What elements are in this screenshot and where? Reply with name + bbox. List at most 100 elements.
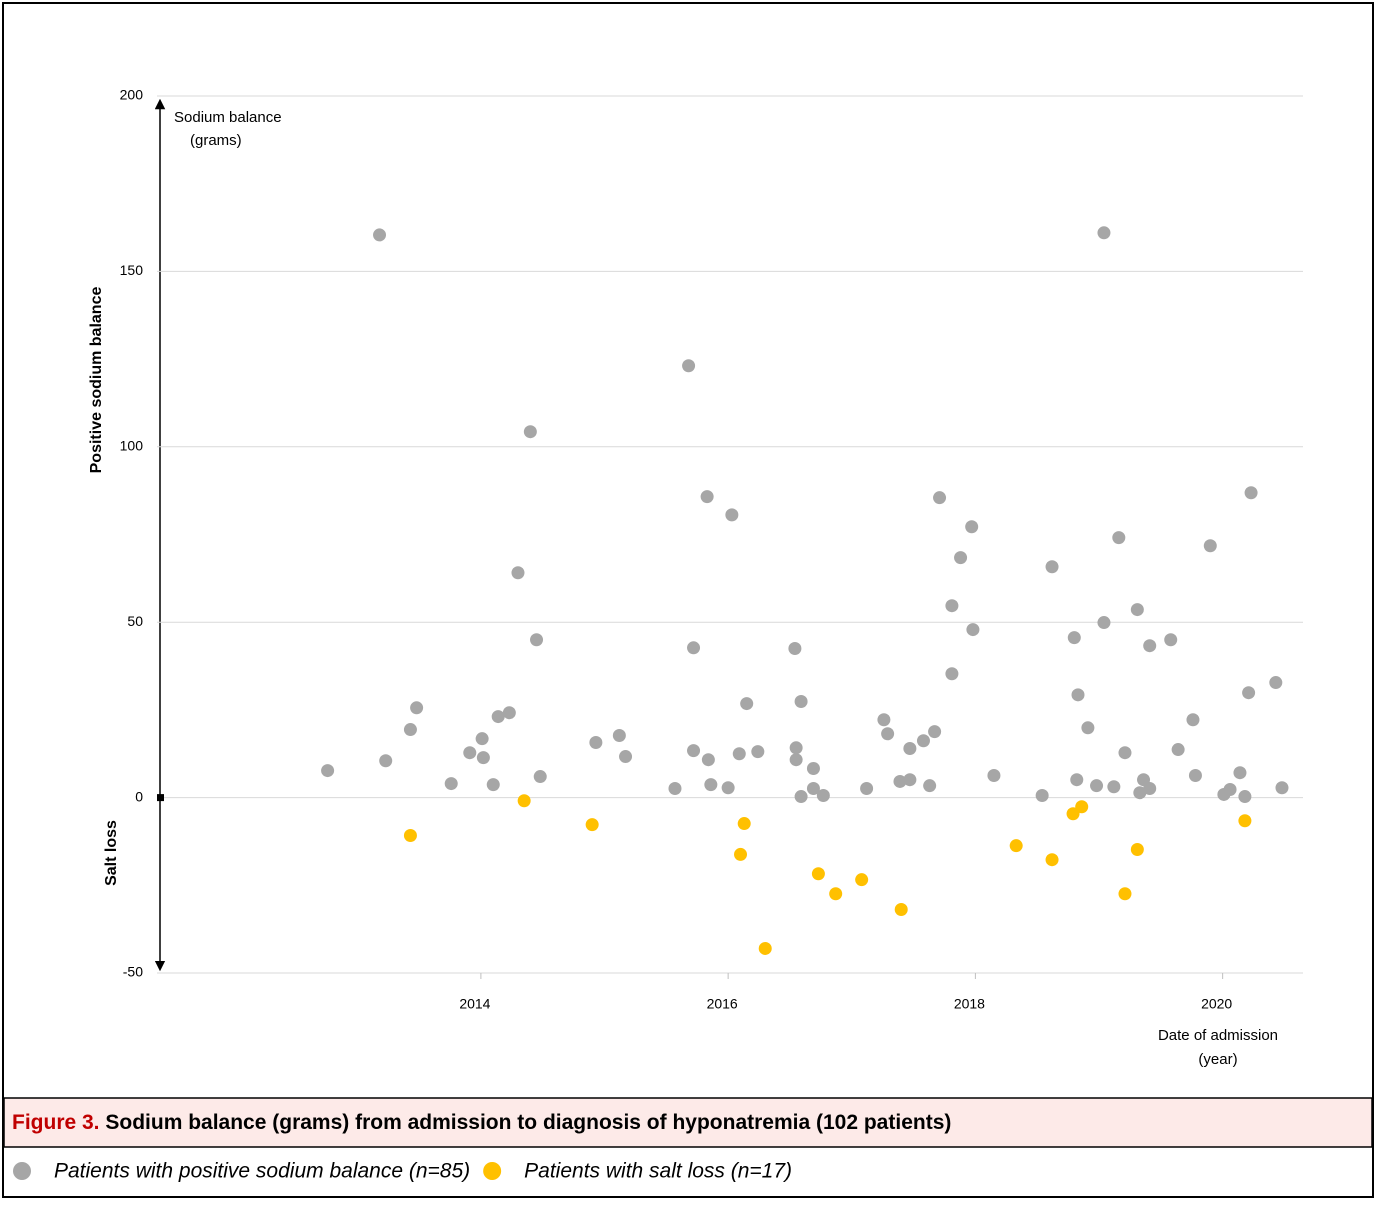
- point: [491, 710, 505, 724]
- point: [758, 941, 772, 955]
- point: [1130, 843, 1144, 857]
- legend-swatch: [13, 1162, 31, 1180]
- y-tick-label: 200: [120, 87, 144, 103]
- point: [687, 641, 701, 655]
- legend-label: Patients with salt loss (n=17): [524, 1160, 792, 1183]
- point: [585, 818, 599, 832]
- point: [1045, 560, 1059, 574]
- point: [721, 781, 735, 795]
- point: [1143, 639, 1157, 653]
- point: [829, 887, 843, 901]
- point: [463, 746, 477, 760]
- point: [321, 764, 335, 778]
- point: [737, 817, 751, 831]
- point: [893, 774, 907, 788]
- point: [1009, 839, 1023, 853]
- point: [373, 228, 387, 242]
- point: [1233, 766, 1247, 780]
- point: [987, 768, 1001, 782]
- point: [725, 508, 739, 522]
- y-tick-label: 0: [135, 788, 143, 804]
- point: [903, 741, 917, 755]
- y-tick-label: 50: [127, 613, 143, 629]
- point: [1171, 743, 1185, 757]
- point: [788, 642, 802, 656]
- point: [502, 706, 516, 720]
- x-tick-label: 2016: [707, 996, 738, 1012]
- point: [1118, 746, 1132, 760]
- point: [794, 694, 808, 708]
- point: [1130, 603, 1144, 617]
- y-tick-label: 100: [120, 438, 144, 454]
- point: [530, 633, 544, 647]
- legend-swatch: [483, 1162, 502, 1180]
- point: [1188, 768, 1202, 782]
- point: [811, 867, 825, 881]
- point: [903, 773, 917, 787]
- point: [789, 753, 803, 767]
- point: [1075, 800, 1089, 814]
- point: [475, 732, 489, 746]
- point: [1238, 814, 1252, 828]
- point: [1164, 633, 1178, 647]
- point: [682, 359, 696, 373]
- y-tick-label: -50: [123, 964, 143, 980]
- point: [732, 747, 746, 761]
- point: [860, 781, 874, 795]
- point: [923, 779, 937, 793]
- point: [403, 828, 417, 842]
- point: [945, 599, 959, 613]
- point: [740, 697, 754, 711]
- x-tick-label: 2018: [954, 996, 985, 1012]
- point: [1244, 486, 1258, 500]
- point: [1269, 676, 1283, 690]
- y-label: Salt loss: [103, 820, 120, 886]
- point: [877, 713, 891, 727]
- point: [933, 491, 947, 505]
- y-tick-label: 150: [120, 262, 144, 278]
- point: [751, 745, 765, 759]
- caption-band: [3, 1097, 1373, 1148]
- point: [1143, 781, 1157, 795]
- point: [1067, 631, 1081, 645]
- point: [476, 751, 490, 765]
- point: [928, 725, 942, 739]
- point: [1118, 887, 1132, 901]
- point: [668, 781, 682, 795]
- chart-title: Sodium balance (grams) from admission to…: [105, 1111, 951, 1134]
- y-label: Positive sodium balance: [88, 287, 105, 474]
- point: [700, 490, 714, 504]
- point: [855, 873, 869, 887]
- point: [612, 729, 626, 743]
- point: [1203, 539, 1217, 553]
- point: [1066, 807, 1080, 821]
- x-annotation: Date of admission: [1158, 1027, 1278, 1044]
- point: [1238, 790, 1252, 804]
- point: [517, 794, 531, 808]
- point: [1275, 781, 1289, 795]
- point: [1071, 688, 1085, 702]
- point: [1070, 773, 1084, 787]
- point: [1090, 779, 1104, 793]
- x-tick-label: 2014: [459, 996, 490, 1012]
- point: [403, 723, 417, 737]
- point: [1097, 226, 1111, 240]
- point: [1035, 788, 1049, 802]
- y-annotation: (grams): [190, 132, 242, 149]
- caption: Figure 3. Sodium balance (grams) from ad…: [12, 1111, 951, 1134]
- point: [734, 847, 748, 861]
- point: [916, 734, 930, 748]
- point: [1133, 786, 1147, 800]
- point: [410, 701, 424, 715]
- point: [589, 736, 603, 750]
- legend-label: Patients with positive sodium balance (n…: [54, 1160, 470, 1183]
- point: [1097, 616, 1111, 630]
- point: [954, 551, 968, 565]
- x-annotation: (year): [1198, 1051, 1237, 1068]
- point: [1186, 713, 1200, 727]
- x-tick-label: 2020: [1201, 996, 1232, 1012]
- point: [789, 741, 803, 755]
- point: [1045, 853, 1059, 867]
